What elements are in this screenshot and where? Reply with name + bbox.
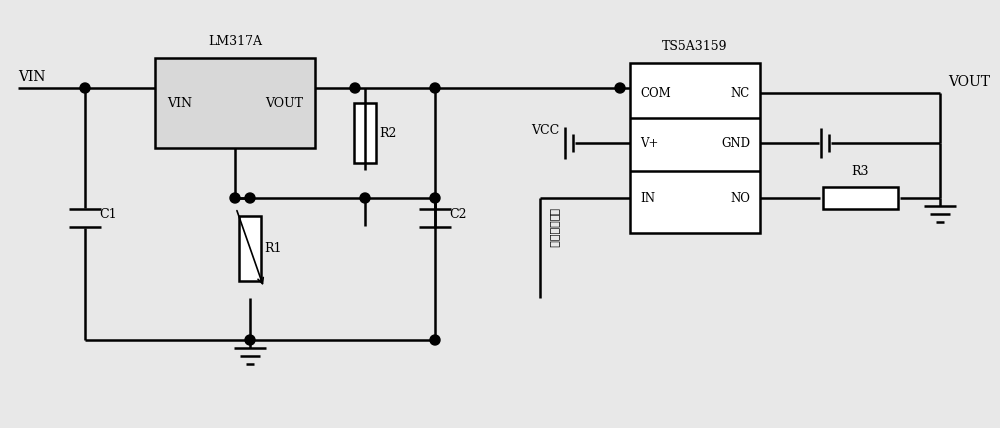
Circle shape xyxy=(430,335,440,345)
Text: VIN: VIN xyxy=(18,70,46,84)
Text: COM: COM xyxy=(640,86,671,99)
Text: GND: GND xyxy=(721,137,750,149)
Text: LM317A: LM317A xyxy=(208,35,262,48)
Circle shape xyxy=(360,193,370,203)
Circle shape xyxy=(230,193,240,203)
Text: C1: C1 xyxy=(99,208,117,220)
Bar xyxy=(354,103,376,163)
Bar xyxy=(239,216,261,280)
Bar xyxy=(630,63,760,233)
Circle shape xyxy=(430,193,440,203)
Circle shape xyxy=(80,83,90,93)
Text: NO: NO xyxy=(730,191,750,205)
Text: NC: NC xyxy=(731,86,750,99)
Text: R2: R2 xyxy=(379,127,396,140)
Text: IN: IN xyxy=(640,191,655,205)
Text: V+: V+ xyxy=(640,137,658,149)
Circle shape xyxy=(350,83,360,93)
Circle shape xyxy=(245,335,255,345)
Text: VOUT: VOUT xyxy=(265,96,303,110)
Text: TS5A3159: TS5A3159 xyxy=(662,40,728,53)
Bar xyxy=(822,187,898,209)
Text: 方波控制信号: 方波控制信号 xyxy=(548,208,558,248)
Text: VIN: VIN xyxy=(167,96,192,110)
Circle shape xyxy=(245,193,255,203)
Text: VCC: VCC xyxy=(531,124,559,137)
Text: VOUT: VOUT xyxy=(948,75,990,89)
Text: R3: R3 xyxy=(851,165,869,178)
Circle shape xyxy=(615,83,625,93)
Text: R1: R1 xyxy=(264,241,282,255)
Text: C2: C2 xyxy=(449,208,466,220)
Circle shape xyxy=(430,83,440,93)
Bar xyxy=(155,58,315,148)
